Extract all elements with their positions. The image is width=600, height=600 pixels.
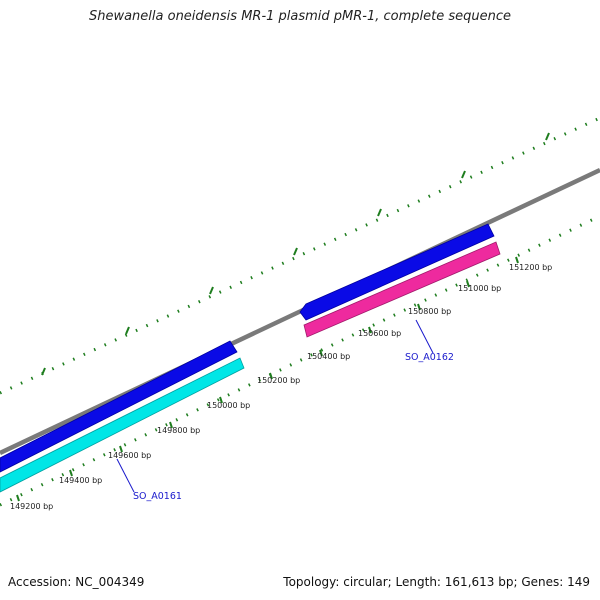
gene-label-so-a0162[interactable]: SO_A0162 (405, 352, 454, 363)
tick-label-151200: 151200 bp (509, 263, 552, 272)
tick-label-149600: 149600 bp (108, 451, 151, 460)
inner-tick-ring (0, 214, 600, 507)
map-title: Shewanella oneidensis MR-1 plasmid pMR-1… (88, 9, 512, 24)
outer-tick-ring (0, 116, 600, 395)
tick-label-150600: 150600 bp (358, 329, 401, 338)
gene-bar-cyan-so-a0161[interactable] (0, 357, 245, 493)
tick-label-150800: 150800 bp (408, 307, 451, 316)
tick-label-149800: 149800 bp (157, 426, 200, 435)
tick-label-150000: 150000 bp (207, 401, 250, 410)
tick-label-149200: 149200 bp (10, 502, 53, 511)
accession-text: Accession: NC_004349 (8, 575, 145, 589)
gene-bar-pink-so-a0162[interactable] (303, 241, 501, 338)
gene-bar-blue-left[interactable] (0, 340, 238, 473)
outer-major-ticks (41, 132, 550, 376)
gene-label-so-a0161[interactable]: SO_A0161 (133, 491, 182, 502)
inner-major-ticks (16, 256, 519, 502)
gene-bar-blue-right[interactable] (299, 223, 495, 321)
tick-label-149400: 149400 bp (59, 476, 102, 485)
tick-label-151000: 151000 bp (458, 284, 501, 293)
map-summary-text: Topology: circular; Length: 161,613 bp; … (283, 575, 590, 589)
leader-line-so-a0161 (116, 458, 135, 493)
tick-label-150400: 150400 bp (307, 352, 350, 361)
leader-line-so-a0162 (415, 319, 434, 354)
tick-label-150200: 150200 bp (257, 376, 300, 385)
